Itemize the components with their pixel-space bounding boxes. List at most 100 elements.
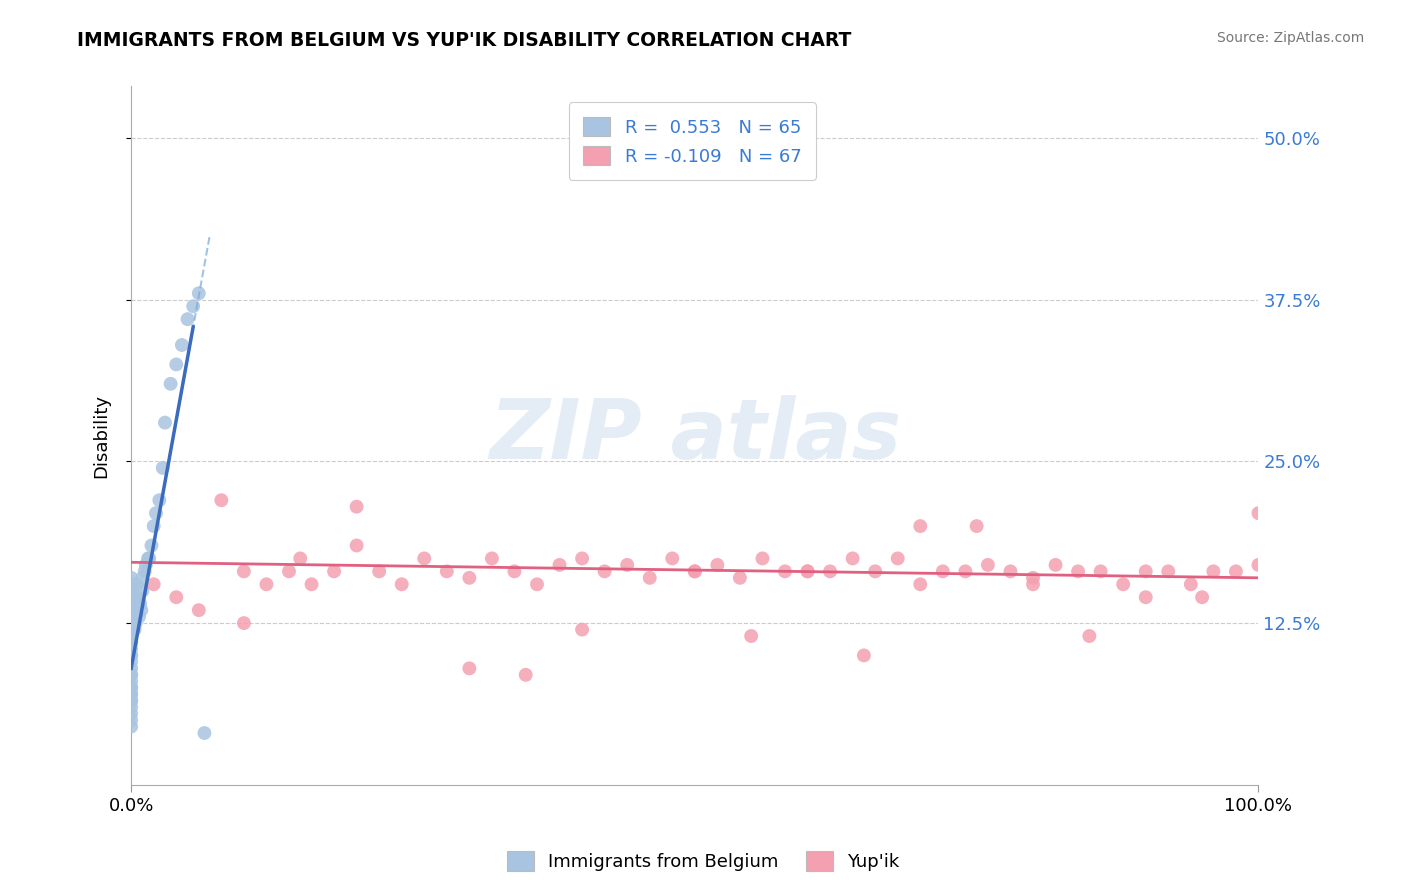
Point bbox=[120, 648, 142, 663]
Point bbox=[120, 629, 142, 643]
Point bbox=[818, 565, 841, 579]
Point bbox=[134, 565, 156, 579]
Point bbox=[1022, 577, 1045, 591]
Point bbox=[966, 519, 988, 533]
Point bbox=[142, 519, 165, 533]
Point bbox=[841, 551, 863, 566]
Point bbox=[683, 565, 706, 579]
Point bbox=[120, 694, 142, 708]
Point bbox=[863, 565, 886, 579]
Text: Source: ZipAtlas.com: Source: ZipAtlas.com bbox=[1216, 31, 1364, 45]
Point bbox=[740, 629, 762, 643]
Point bbox=[120, 648, 142, 663]
Point bbox=[391, 577, 413, 591]
Point bbox=[125, 577, 148, 591]
Point bbox=[346, 539, 368, 553]
Point bbox=[135, 558, 157, 572]
Point bbox=[153, 416, 176, 430]
Point bbox=[120, 687, 142, 701]
Point bbox=[120, 681, 142, 695]
Point bbox=[256, 577, 278, 591]
Point bbox=[120, 571, 142, 585]
Point bbox=[131, 603, 153, 617]
Point bbox=[121, 577, 143, 591]
Point bbox=[1135, 565, 1157, 579]
Point bbox=[120, 623, 142, 637]
Point bbox=[148, 493, 170, 508]
Point bbox=[209, 493, 232, 508]
Point bbox=[683, 565, 706, 579]
Point bbox=[120, 655, 142, 669]
Point bbox=[515, 668, 537, 682]
Point bbox=[131, 571, 153, 585]
Point bbox=[290, 551, 312, 566]
Point bbox=[278, 565, 301, 579]
Point bbox=[120, 583, 142, 598]
Point bbox=[910, 577, 932, 591]
Point bbox=[932, 565, 955, 579]
Point bbox=[165, 591, 187, 605]
Point bbox=[120, 642, 142, 657]
Point bbox=[1045, 558, 1067, 572]
Point bbox=[1247, 506, 1270, 520]
Point bbox=[120, 706, 142, 721]
Point bbox=[120, 661, 142, 675]
Point bbox=[571, 623, 593, 637]
Point bbox=[125, 597, 148, 611]
Point bbox=[458, 661, 481, 675]
Point bbox=[1247, 558, 1270, 572]
Point bbox=[159, 376, 181, 391]
Point bbox=[152, 461, 174, 475]
Point bbox=[122, 609, 145, 624]
Point bbox=[1191, 591, 1213, 605]
Point bbox=[1225, 565, 1247, 579]
Point bbox=[124, 616, 146, 631]
Point bbox=[773, 565, 796, 579]
Point bbox=[661, 551, 683, 566]
Text: IMMIGRANTS FROM BELGIUM VS YUP'IK DISABILITY CORRELATION CHART: IMMIGRANTS FROM BELGIUM VS YUP'IK DISABI… bbox=[77, 31, 852, 50]
Point bbox=[142, 577, 165, 591]
Point bbox=[1157, 565, 1180, 579]
Point bbox=[120, 609, 142, 624]
Point bbox=[1112, 577, 1135, 591]
Point bbox=[1202, 565, 1225, 579]
Point bbox=[910, 519, 932, 533]
Point bbox=[638, 571, 661, 585]
Point bbox=[436, 565, 458, 579]
Point bbox=[481, 551, 503, 566]
Point bbox=[120, 635, 142, 649]
Point bbox=[120, 713, 142, 727]
Point bbox=[129, 597, 152, 611]
Point bbox=[1180, 577, 1202, 591]
Point bbox=[176, 312, 198, 326]
Point bbox=[120, 694, 142, 708]
Point bbox=[122, 591, 145, 605]
Point bbox=[616, 558, 638, 572]
Point bbox=[120, 700, 142, 714]
Point bbox=[346, 500, 368, 514]
Point bbox=[796, 565, 818, 579]
Y-axis label: Disability: Disability bbox=[93, 393, 110, 477]
Point bbox=[145, 506, 167, 520]
Point bbox=[181, 299, 204, 313]
Point bbox=[1022, 571, 1045, 585]
Point bbox=[122, 623, 145, 637]
Point bbox=[571, 551, 593, 566]
Point bbox=[955, 565, 977, 579]
Point bbox=[1067, 565, 1090, 579]
Point bbox=[728, 571, 751, 585]
Point bbox=[706, 558, 728, 572]
Point bbox=[165, 358, 187, 372]
Point bbox=[121, 609, 143, 624]
Point bbox=[368, 565, 391, 579]
Point bbox=[120, 591, 142, 605]
Point bbox=[977, 558, 1000, 572]
Point bbox=[124, 603, 146, 617]
Point bbox=[120, 668, 142, 682]
Point bbox=[120, 597, 142, 611]
Point bbox=[120, 674, 142, 689]
Point bbox=[120, 720, 142, 734]
Point bbox=[120, 635, 142, 649]
Point bbox=[1090, 565, 1112, 579]
Point bbox=[120, 687, 142, 701]
